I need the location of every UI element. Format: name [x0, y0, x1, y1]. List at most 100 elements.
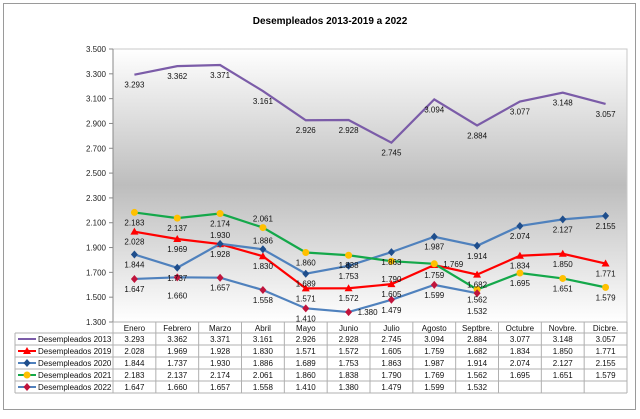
y-tick-label: 3.500: [86, 45, 107, 54]
y-tick-label: 2.300: [86, 194, 107, 203]
data-label: 1.771: [596, 270, 617, 279]
data-label: 1.682: [467, 281, 488, 290]
table-cell: 2.127: [553, 359, 574, 368]
x-category-label: Junio: [339, 324, 359, 333]
table-cell: 2.074: [510, 359, 531, 368]
data-label: 2.127: [553, 225, 574, 234]
series-desempleados-2022: [130, 273, 481, 317]
marker-diamond: [473, 241, 481, 250]
legend-key: [18, 347, 36, 354]
marker-diamond: [602, 211, 610, 220]
data-labels: 2.183 2.137 2.174 2.061 1.860 1.838 1.790 1.769…: [124, 215, 616, 305]
x-category-label: Agosto: [422, 324, 447, 333]
marker-diamond: [173, 273, 181, 282]
marker-diamond: [345, 308, 353, 317]
table-cell: 2.928: [339, 335, 360, 344]
marker-circle: [173, 214, 181, 222]
plot-area: [112, 48, 628, 323]
table-cell: 1.599: [424, 383, 445, 392]
series-line: [134, 211, 606, 291]
data-label: 3.293: [124, 81, 145, 90]
data-labels: 1.647 1.660 1.657 1.558 1.410 1.380 1.479 1.599…: [124, 284, 487, 324]
marker-diamond: [516, 221, 524, 230]
y-tick-label: 2.100: [86, 219, 107, 228]
data-label: 1.579: [596, 293, 617, 302]
data-label: 2.745: [381, 149, 402, 158]
series-line: [134, 230, 606, 290]
data-label: 1.969: [167, 245, 188, 254]
table-cell: 1.838: [339, 371, 360, 380]
data-labels: 2.028 1.969 1.928 1.830 1.571 1.572 1.605 1.759…: [124, 238, 616, 304]
table-cell: 1.558: [253, 383, 274, 392]
marker-diamond: [430, 232, 438, 241]
data-label: 3.371: [210, 71, 231, 80]
table-cell: 2.884: [467, 335, 488, 344]
marker-diamond: [130, 250, 138, 259]
data-label: 1.987: [424, 243, 445, 252]
marker-triangle: [473, 270, 482, 278]
legend-label: Desempleados 2020: [38, 359, 112, 368]
data-label: 2.074: [510, 232, 531, 241]
marker-circle: [302, 249, 310, 257]
data-label: 1.660: [167, 291, 188, 300]
marker-triangle: [173, 234, 182, 242]
table-cell: 3.371: [210, 335, 231, 344]
marker-triangle: [258, 252, 267, 260]
legend-label: Desempleados 2022: [38, 383, 112, 392]
data-label: 1.860: [296, 259, 317, 268]
y-tick-label: 1.700: [86, 268, 107, 277]
data-label: 1.844: [124, 260, 145, 269]
x-category-label: Mayo: [296, 324, 316, 333]
x-category-label: Septbre.: [462, 324, 492, 333]
data-label: 1.863: [381, 258, 402, 267]
marker-diamond: [302, 304, 310, 313]
table-cell: 1.930: [210, 359, 231, 368]
marker-triangle: [387, 280, 396, 288]
table-cell: 1.850: [553, 347, 574, 356]
legend-key: [18, 359, 36, 367]
data-label: 2.155: [596, 222, 617, 231]
legend-label: Desempleados 2019: [38, 347, 112, 356]
data-label: 1.647: [124, 285, 145, 294]
data-label: 2.884: [467, 131, 488, 140]
table-cell: 3.077: [510, 335, 531, 344]
data-label: 1.479: [381, 306, 402, 315]
data-label: 1.380: [358, 308, 379, 317]
marker-circle: [345, 251, 353, 259]
table-cell: 2.155: [596, 359, 617, 368]
y-tick-label: 2.900: [86, 119, 107, 128]
table-cell: 2.926: [296, 335, 317, 344]
data-label: 1.928: [210, 250, 231, 259]
table-cell: 1.914: [467, 359, 488, 368]
table-cell: 1.987: [424, 359, 445, 368]
data-label: 2.028: [124, 238, 145, 247]
x-category-label: Abril: [255, 324, 271, 333]
table-cell: 1.532: [467, 383, 488, 392]
data-label: 1.558: [253, 296, 274, 305]
table-cell: 3.057: [596, 335, 617, 344]
marker-diamond: [259, 245, 267, 254]
table-cell: 1.605: [381, 347, 402, 356]
table-cell: 1.689: [296, 359, 317, 368]
table-cell: 1.682: [467, 347, 488, 356]
data-label: 1.689: [296, 280, 317, 289]
data-label: 1.838: [339, 261, 360, 270]
table-cell: 1.647: [124, 383, 145, 392]
data-label: 2.137: [167, 224, 188, 233]
marker-diamond: [216, 273, 224, 282]
marker-circle: [387, 257, 395, 265]
data-labels: 1.844 1.737 1.930 1.886 1.689 1.753 1.863 1.987…: [124, 222, 616, 289]
data-label: 1.830: [253, 262, 274, 271]
data-label: 1.914: [467, 252, 488, 261]
data-label: 2.061: [253, 215, 274, 224]
table-cell: 3.148: [553, 335, 574, 344]
data-label: 3.057: [596, 110, 617, 119]
y-tick-label: 3.100: [86, 95, 107, 104]
table-cell: 1.886: [253, 359, 274, 368]
table-cell: 1.651: [553, 371, 574, 380]
table-cell: 3.362: [167, 335, 188, 344]
legend-label: Desempleados 2021: [38, 371, 112, 380]
table-cell: 1.834: [510, 347, 531, 356]
table-cell: 1.759: [424, 347, 445, 356]
table-cell: 1.863: [381, 359, 402, 368]
